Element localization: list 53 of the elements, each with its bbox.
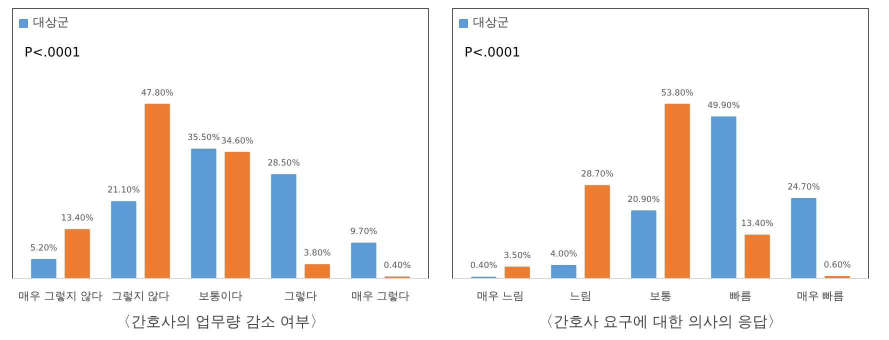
data-label: 5.20% xyxy=(30,244,58,254)
data-label: 9.70% xyxy=(350,227,378,238)
bar xyxy=(64,229,90,278)
data-label: 47.80% xyxy=(141,88,174,98)
data-label: 3.50% xyxy=(504,251,531,262)
text: 〈간호사 요구에 대한 의사의 응답〉 xyxy=(538,312,783,330)
x-tick-label: 매우 느림 xyxy=(476,290,524,302)
data-label: 34.60% xyxy=(221,136,254,146)
x-tick-label: 보통이다 xyxy=(198,290,242,302)
bar xyxy=(551,265,576,278)
bar xyxy=(144,104,170,278)
x-tick-label: 빠름 xyxy=(730,290,752,302)
data-label: 53.80% xyxy=(661,88,694,98)
bar xyxy=(664,104,690,278)
data-label: 20.90% xyxy=(627,194,660,205)
bar xyxy=(791,198,816,278)
data-label: 0.40% xyxy=(470,261,498,272)
bar xyxy=(744,234,770,278)
bar xyxy=(224,152,250,278)
data-label: 24.70% xyxy=(787,182,820,193)
bar xyxy=(351,242,376,278)
legend-label: 대상군 xyxy=(473,14,509,31)
x-tick-label: 그렇지 않다 xyxy=(111,290,170,302)
x-tick-label: 보통 xyxy=(650,290,672,302)
x-tick-label: 매우 그렇다 xyxy=(351,290,410,302)
data-label: 28.50% xyxy=(267,158,300,169)
bar xyxy=(271,174,296,278)
x-tick-label: 매우 빠름 xyxy=(796,290,844,302)
bar xyxy=(191,148,216,278)
legend-label: 대상군 xyxy=(33,14,69,31)
bar xyxy=(711,116,736,278)
data-label: 3.80% xyxy=(304,248,331,259)
bar xyxy=(111,201,136,278)
data-label: 13.40% xyxy=(61,214,94,224)
bar xyxy=(631,210,656,278)
data-label: 0.40% xyxy=(384,261,411,272)
text: P<.0001 xyxy=(24,46,80,60)
data-label: 13.40% xyxy=(741,219,774,230)
data-label: 28.70% xyxy=(581,170,614,180)
x-tick-label: 매우 그렇지 않다 xyxy=(18,290,103,302)
bar xyxy=(504,266,530,278)
data-label: 21.10% xyxy=(107,186,140,196)
data-label: 49.90% xyxy=(707,100,740,111)
data-label: 4.00% xyxy=(550,250,578,260)
bar xyxy=(31,259,56,278)
text: 〈간호사의 업무량 감소 여부〉 xyxy=(116,312,326,330)
bar xyxy=(584,185,610,278)
data-label: 35.50% xyxy=(187,133,220,144)
text: P<.0001 xyxy=(464,46,520,60)
bar xyxy=(304,264,330,278)
x-tick-label: 그렇다 xyxy=(284,290,317,302)
x-tick-label: 느림 xyxy=(570,290,592,302)
data-label: 0.60% xyxy=(824,260,851,271)
